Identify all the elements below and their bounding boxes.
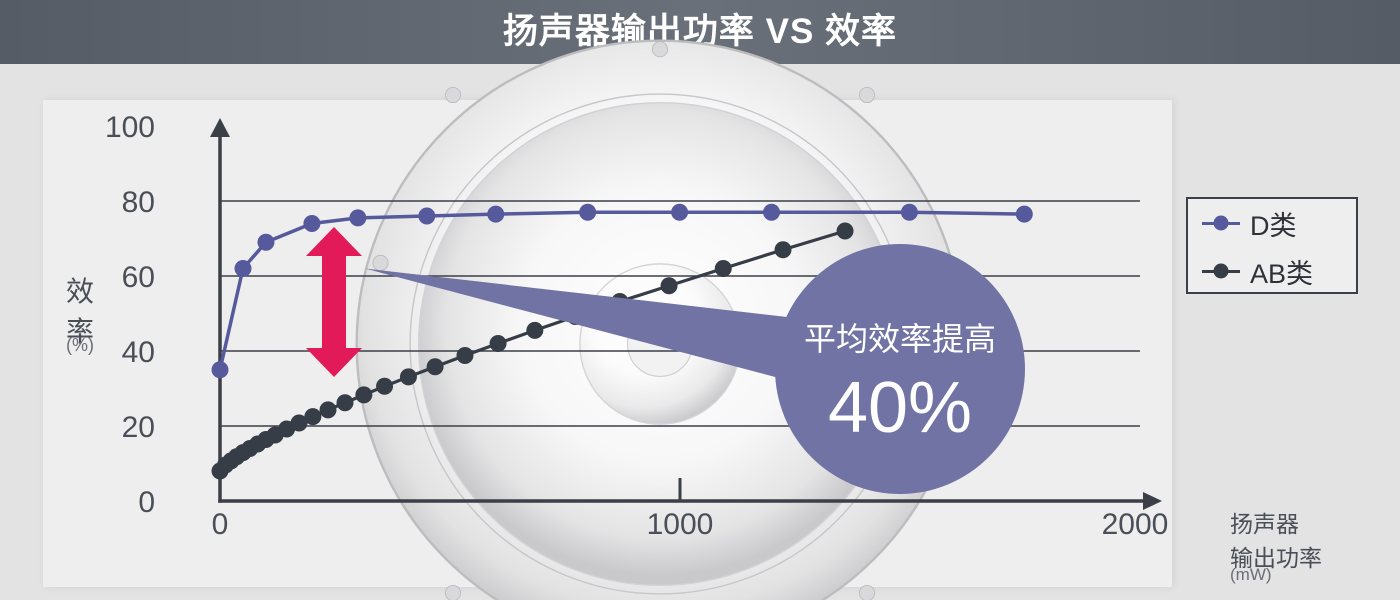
svg-text:40%: 40% <box>828 368 972 448</box>
svg-text:平均效率提高: 平均效率提高 <box>804 321 996 357</box>
